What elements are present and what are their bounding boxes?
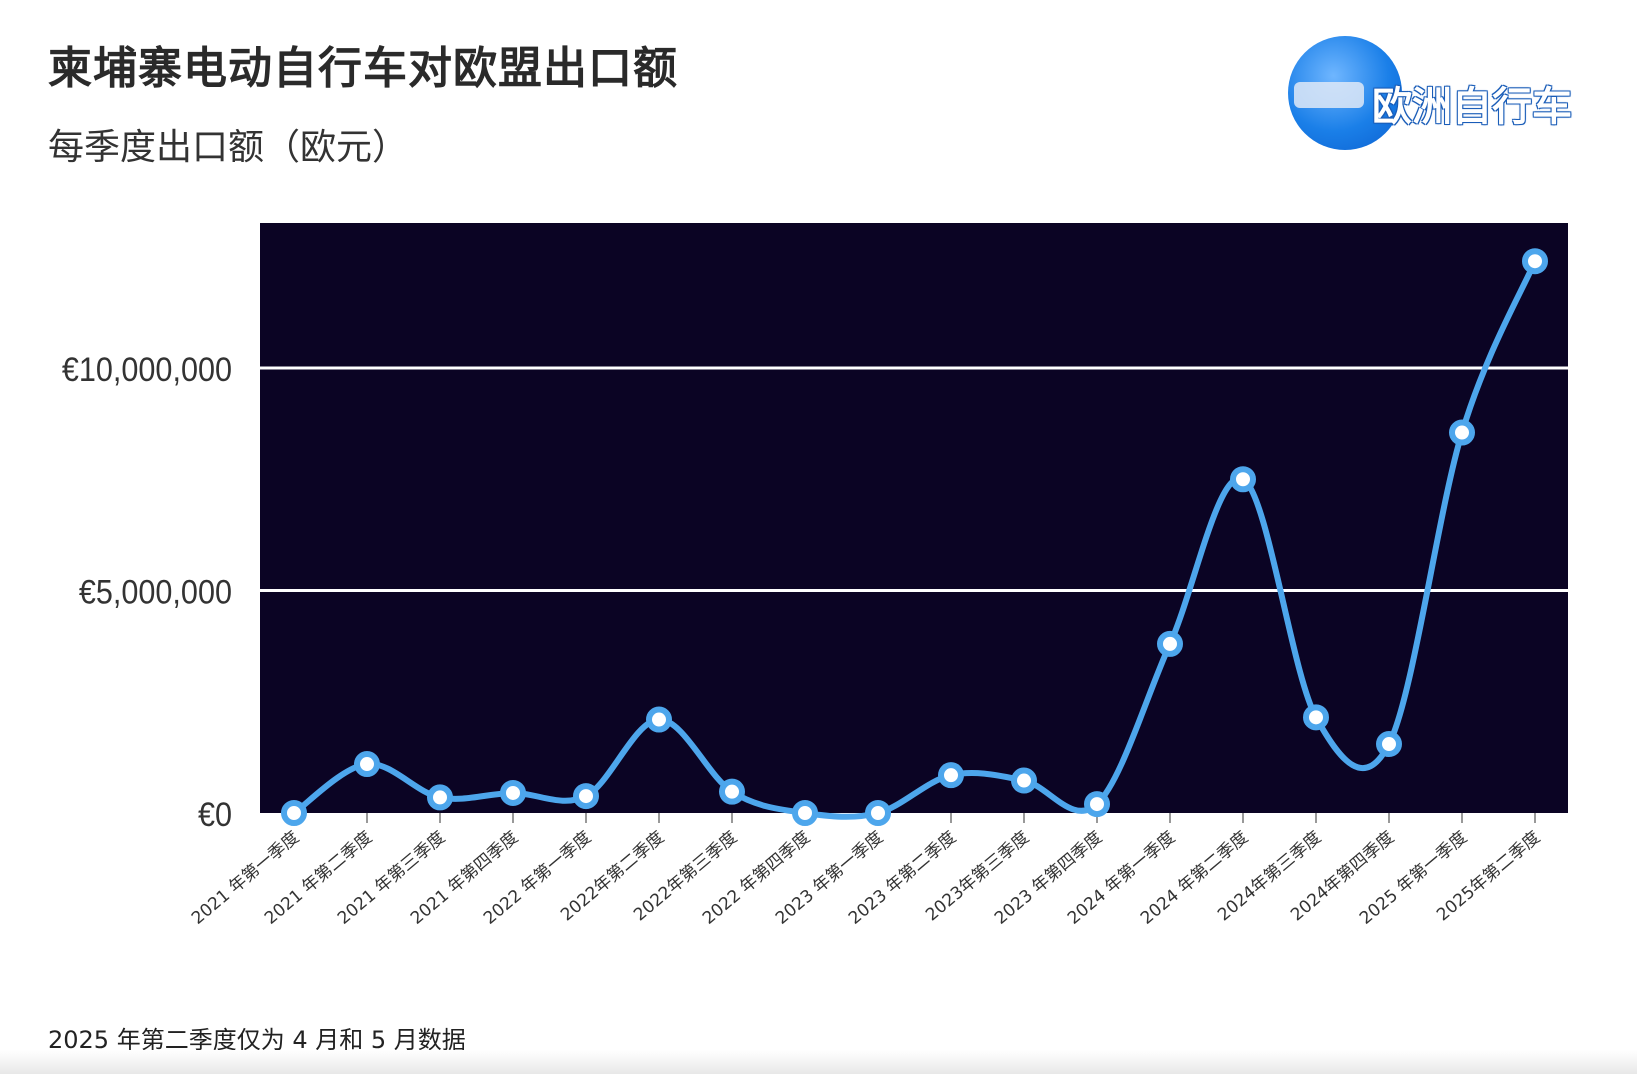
data-point [719, 778, 745, 805]
data-point [354, 751, 380, 778]
data-point [1522, 248, 1548, 275]
data-point [500, 779, 526, 806]
blurred-logo-mark [1294, 82, 1364, 108]
data-point [1303, 704, 1329, 731]
y-tick-label: €5,000,000 [79, 573, 232, 611]
data-point [938, 762, 964, 789]
data-point [1011, 767, 1037, 794]
data-point [427, 784, 453, 811]
data-point [865, 800, 891, 826]
plot-area [260, 223, 1568, 813]
data-point [1157, 630, 1183, 657]
data-point [1230, 466, 1256, 493]
footnote: 2025 年第二季度仅为 4 月和 5 月数据 [48, 1026, 466, 1054]
data-point [573, 783, 599, 810]
data-point [792, 800, 818, 826]
bottom-edge [0, 1050, 1637, 1074]
data-point [1376, 731, 1402, 758]
y-tick-label: €0 [198, 796, 232, 834]
data-point [646, 706, 672, 733]
watermark-text: 欧洲自行车 [1372, 84, 1572, 130]
chart-subtitle: 每季度出口额（欧元） [48, 127, 409, 168]
chart-title: 柬埔寨电动自行车对欧盟出口额 [48, 43, 678, 94]
watermark-logo: 欧洲自行车 [1288, 36, 1578, 156]
data-point [1449, 419, 1475, 446]
data-point [281, 800, 307, 826]
data-point [1084, 791, 1110, 818]
y-tick-label: €10,000,000 [62, 351, 232, 389]
